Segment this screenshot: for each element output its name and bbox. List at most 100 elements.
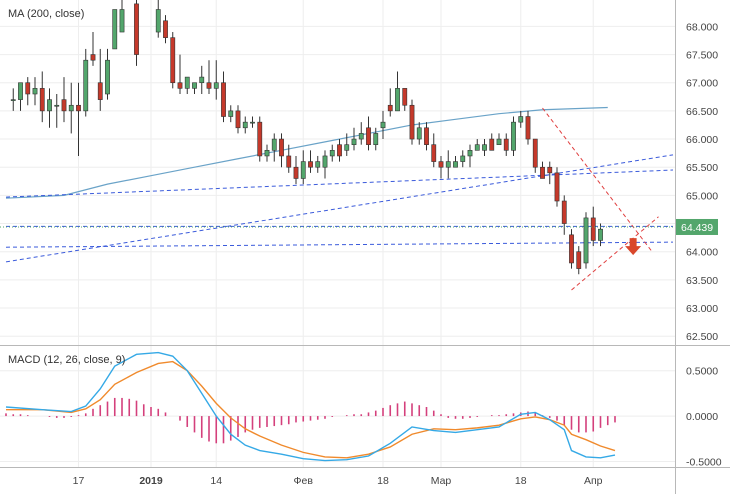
candle-body bbox=[308, 161, 313, 168]
price-tick-label: 64.000 bbox=[686, 247, 718, 259]
candle bbox=[119, 0, 125, 33]
candle bbox=[47, 88, 52, 128]
candle-body bbox=[322, 155, 328, 168]
candle-body bbox=[518, 116, 524, 123]
candle bbox=[192, 82, 197, 94]
candle bbox=[105, 48, 110, 100]
candle bbox=[250, 116, 255, 128]
candle-body bbox=[540, 166, 545, 179]
price-indicator-label: MA (200, close) bbox=[8, 8, 84, 20]
candle-body bbox=[47, 99, 52, 112]
candle-body bbox=[511, 121, 516, 151]
candle bbox=[402, 88, 408, 111]
candle bbox=[213, 60, 219, 100]
candle-body bbox=[25, 82, 31, 95]
candle-body bbox=[395, 88, 400, 112]
candle-body bbox=[561, 200, 567, 224]
candle bbox=[199, 65, 205, 94]
candle-body bbox=[409, 104, 415, 140]
candle bbox=[134, 0, 139, 66]
candle-body bbox=[431, 144, 437, 162]
candle-body bbox=[503, 138, 509, 151]
candle-body bbox=[300, 161, 306, 179]
candle-body bbox=[163, 20, 168, 38]
trendline-0 bbox=[5, 169, 674, 198]
candle bbox=[235, 105, 241, 134]
price-tick-label: 63.500 bbox=[686, 275, 718, 287]
candle bbox=[532, 138, 538, 173]
candle bbox=[518, 110, 524, 128]
candle bbox=[32, 77, 38, 106]
candle-body bbox=[76, 104, 81, 112]
candle-body bbox=[460, 155, 466, 162]
candle-body bbox=[424, 127, 429, 145]
candle-body bbox=[467, 150, 473, 157]
candle-body bbox=[547, 166, 553, 174]
candle-body bbox=[177, 82, 183, 89]
candle-body bbox=[271, 138, 277, 151]
price-tick-label: 63.000 bbox=[686, 303, 718, 315]
trendline-1 bbox=[5, 154, 674, 263]
candle-body bbox=[170, 37, 176, 84]
macd-panel bbox=[5, 351, 616, 462]
candle bbox=[387, 88, 393, 117]
candle bbox=[547, 161, 553, 185]
candle bbox=[569, 229, 574, 269]
candle-body bbox=[199, 76, 205, 84]
candle bbox=[380, 110, 386, 140]
candle bbox=[242, 116, 248, 134]
candle-body bbox=[250, 121, 255, 124]
candle bbox=[424, 122, 429, 151]
candle bbox=[308, 150, 313, 173]
candle-body bbox=[10, 99, 16, 101]
candle bbox=[25, 77, 31, 106]
candle-body bbox=[68, 104, 74, 112]
candle-body bbox=[192, 82, 197, 89]
price-tick-label: 65.500 bbox=[686, 162, 718, 174]
candle-body bbox=[228, 110, 234, 117]
time-tick-label: 17 bbox=[73, 475, 85, 487]
candle bbox=[337, 139, 342, 162]
trendline-5 bbox=[571, 216, 659, 291]
candle bbox=[264, 144, 270, 162]
candle-body bbox=[329, 150, 335, 157]
candle-body bbox=[119, 9, 125, 33]
candle-body bbox=[134, 3, 139, 55]
candle-body bbox=[445, 161, 451, 168]
candle-body bbox=[235, 110, 241, 129]
candle bbox=[76, 82, 81, 156]
candle-body bbox=[54, 104, 60, 107]
candle-body bbox=[105, 59, 110, 95]
price-tick-label: 66.000 bbox=[686, 134, 718, 146]
macd-tick-label: 0.5000 bbox=[686, 366, 718, 378]
candle-body bbox=[351, 138, 357, 145]
candle bbox=[271, 133, 277, 162]
candle bbox=[293, 155, 299, 185]
candle bbox=[155, 0, 161, 38]
candle-body bbox=[453, 161, 458, 168]
candle bbox=[503, 133, 509, 156]
candle-body bbox=[532, 138, 538, 168]
last-price-badge bbox=[676, 218, 718, 235]
last-price-label: 64.439 bbox=[681, 222, 713, 234]
candle-body bbox=[39, 88, 45, 112]
candle bbox=[112, 9, 118, 50]
candle bbox=[453, 155, 458, 168]
candle bbox=[184, 76, 190, 94]
candle-body bbox=[344, 144, 350, 151]
candle bbox=[228, 105, 234, 123]
grid bbox=[0, 0, 675, 467]
candle-body bbox=[257, 121, 263, 157]
candle bbox=[90, 32, 96, 66]
candle-body bbox=[387, 104, 393, 112]
candle bbox=[482, 139, 487, 156]
candle bbox=[431, 133, 437, 168]
candle bbox=[170, 32, 176, 89]
candle-body bbox=[206, 82, 212, 89]
candle bbox=[489, 133, 495, 151]
candle bbox=[561, 195, 567, 235]
candle bbox=[416, 122, 422, 145]
time-tick-label: 2019 bbox=[139, 475, 163, 487]
candle bbox=[540, 161, 545, 179]
candle bbox=[366, 116, 371, 151]
